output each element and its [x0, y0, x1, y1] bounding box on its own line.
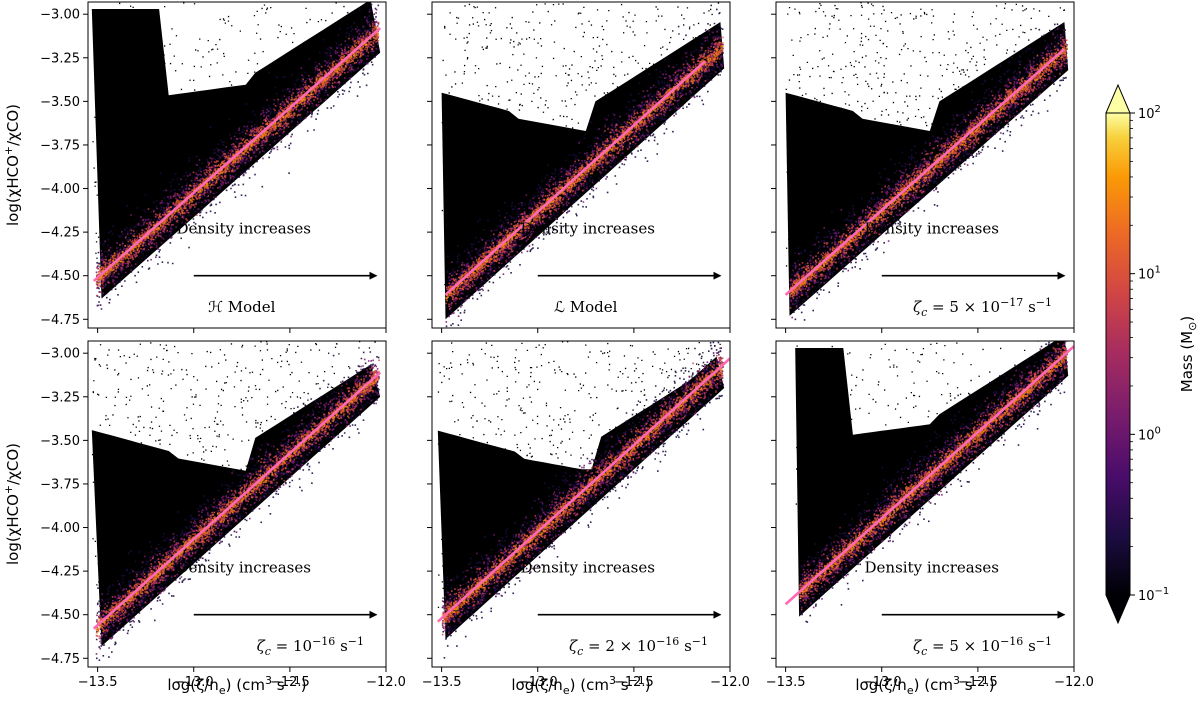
density-annotation: Density increases [177, 559, 311, 577]
plot-area [91, 2, 382, 310]
colorbar-extend-min [1105, 594, 1131, 625]
density-annotation: Density increases [177, 220, 311, 238]
colorbar-label: Mass (M⊙) [1178, 316, 1199, 392]
colorbar-tick-label: 10−1 [1138, 586, 1169, 604]
fit-line [436, 357, 730, 623]
x-axis-label: log(ζ/ne) (cm3 s−1) [167, 674, 306, 697]
y-tick-label: −4.00 [40, 521, 80, 536]
panel-label: ζc = 5 × 10−16 s−1 [913, 635, 1052, 658]
colorbar-tick-label: 101 [1138, 265, 1161, 283]
panel-H: Density increases ℋ Model −3.00 −3.25 −3.50 −… [2, 1, 387, 333]
density-band [789, 47, 1068, 295]
panel-frame [775, 340, 1075, 668]
density-annotation: Density increases [521, 559, 655, 577]
panel-z2e-16: Density increases ζc = 2 × 10−16 s−1 −13.5… [422, 340, 750, 697]
y-tick-label: −3.00 [40, 8, 80, 23]
density-annotation: Density increases [865, 220, 999, 238]
y-tick-label: −4.75 [40, 652, 80, 667]
panel-frame [431, 1, 731, 329]
x-tick-label: −13.5 [766, 675, 806, 690]
panel-label: ζc = 2 × 10−16 s−1 [569, 635, 708, 658]
x-tick-label: −13.0 [862, 675, 902, 690]
panels-layer: Density increases ℋ Model −3.00 −3.25 −3.50 −… [2, 1, 1094, 697]
y-tick-label: −3.75 [40, 138, 80, 153]
fit-line [444, 60, 706, 296]
density-annotation: Density increases [521, 220, 655, 238]
panel-z5e-16: Density increases ζc = 5 × 10−16 s−1 −13.5… [766, 340, 1094, 697]
colorbar-tick-label: 100 [1138, 425, 1161, 443]
panel-frame [431, 340, 731, 668]
x-tick-label: −12.5 [614, 675, 654, 690]
x-tick-label: −12.0 [366, 675, 406, 690]
y-tick-label: −4.25 [40, 226, 80, 241]
y-tick-label: −3.25 [40, 390, 80, 405]
panel-frame [87, 340, 387, 668]
x-axis-label: log(ζ/ne) (cm3 s−1) [511, 674, 650, 697]
colorbar-tick-label: 102 [1138, 104, 1161, 122]
y-tick-label: −3.00 [40, 347, 80, 362]
panel-z1e-16: Density increases ζc = 10−16 s−1 −13.5 −13.… [2, 340, 406, 697]
fit-line [784, 48, 1066, 296]
x-tick-label: −13.0 [174, 675, 214, 690]
x-tick-label: −12.5 [958, 675, 998, 690]
x-axis-label: log(ζ/ne) (cm3 s−1) [855, 674, 994, 697]
x-tick-label: −13.0 [518, 675, 558, 690]
density-band [441, 347, 723, 635]
x-tick-label: −13.5 [422, 675, 462, 690]
density-band [95, 369, 380, 634]
density-band [95, 22, 379, 297]
y-tick-label: −4.75 [40, 313, 80, 328]
y-tick-label: −4.50 [40, 608, 80, 623]
y-tick-label: −3.50 [40, 95, 80, 110]
plot-area [784, 341, 1074, 623]
density-band [441, 367, 723, 622]
y-tick-label: −3.75 [40, 477, 80, 492]
fit-line [784, 345, 1074, 606]
panel-frame [87, 1, 387, 329]
colorbar-extend-max [1105, 83, 1131, 114]
y-tick-label: −3.25 [40, 51, 80, 66]
panel-frame [775, 1, 1075, 329]
y-tick-label: −4.50 [40, 269, 80, 284]
colorbar-gradient [1105, 112, 1131, 596]
plot-area [784, 2, 1069, 321]
y-axis-label: log(χHCO+/χCO) [2, 443, 22, 565]
x-tick-label: −12.5 [270, 675, 310, 690]
fit-line [92, 371, 382, 630]
fit-line [92, 27, 382, 282]
y-tick-label: −3.50 [40, 434, 80, 449]
panel-L: Density increases ℒ Model [427, 1, 731, 333]
density-band [95, 341, 380, 661]
plot-area [436, 341, 730, 659]
density-annotation: Density increases [865, 559, 999, 577]
colorbar: 10−1 100 101 102 Mass (M⊙) [1105, 83, 1199, 625]
density-band [445, 4, 724, 328]
density-band [445, 45, 724, 300]
y-tick-label: −4.25 [40, 565, 80, 580]
x-tick-label: −12.0 [1054, 675, 1094, 690]
x-tick-label: −13.5 [78, 675, 118, 690]
panel-z5e-17: Density increases ζc = 5 × 10−17 s−1 [771, 1, 1075, 333]
panel-label: ζc = 5 × 10−17 s−1 [913, 296, 1052, 319]
plot-area [441, 2, 725, 328]
panel-label: ℋ Model [208, 298, 275, 316]
y-axis-label: log(χHCO+/χCO) [2, 104, 22, 226]
y-tick-label: −4.00 [40, 182, 80, 197]
panel-label: ℒ Model [554, 298, 617, 316]
x-tick-label: −12.0 [710, 675, 750, 690]
plot-area [91, 341, 382, 661]
panel-label: ζc = 10−16 s−1 [257, 635, 364, 658]
